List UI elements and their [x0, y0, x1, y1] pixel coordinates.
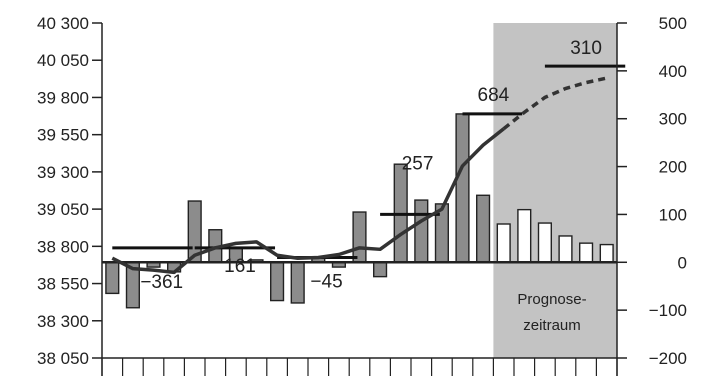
right-tick-label-1: −100 — [649, 301, 687, 320]
bar-19 — [476, 194, 491, 263]
left-tick-label-6: 39 550 — [37, 126, 89, 145]
left-tick-label-5: 39 300 — [37, 163, 89, 182]
bar-21 — [517, 208, 532, 263]
bar-20 — [496, 223, 511, 263]
bar-14 — [373, 261, 388, 278]
left-tick-label-8: 40 050 — [37, 51, 89, 70]
average-label-5: 684 — [478, 85, 510, 106]
bar-18 — [455, 113, 470, 263]
bar-9 — [270, 261, 285, 302]
bar-22 — [537, 222, 552, 263]
average-label-2: 161 — [224, 256, 256, 277]
forecast-label-line-1: Prognose- — [517, 291, 586, 308]
left-tick-label-3: 38 800 — [37, 237, 89, 256]
right-tick-label-2: 0 — [678, 253, 687, 272]
forecast-region — [493, 23, 617, 358]
right-tick-label-6: 400 — [659, 62, 687, 81]
left-tick-label-1: 38 300 — [37, 312, 89, 331]
bar-1 — [105, 261, 120, 295]
average-label-1: −361 — [140, 272, 183, 293]
average-label-4: 257 — [402, 153, 434, 174]
bar-24 — [579, 242, 594, 263]
right-tick-label-7: 500 — [659, 14, 687, 33]
bar-10 — [290, 261, 305, 304]
bar-25 — [599, 243, 614, 263]
right-tick-label-3: 100 — [659, 205, 687, 224]
index-line-layer — [111, 76, 608, 275]
labels-layer: 38 050 38 300 38 550 38 800 39 050 39 300 39 5… — [37, 14, 687, 368]
left-tick-label-9: 40 300 — [37, 14, 89, 33]
bar-23 — [558, 235, 573, 263]
right-tick-label-5: 300 — [659, 110, 687, 129]
bar-13 — [352, 211, 367, 263]
left-tick-label-2: 38 550 — [37, 275, 89, 294]
average-label-6: 310 — [570, 38, 602, 59]
left-tick-label-0: 38 050 — [37, 349, 89, 368]
average-label-3: −45 — [310, 272, 342, 293]
left-tick-label-4: 39 050 — [37, 200, 89, 219]
left-tick-label-7: 39 800 — [37, 88, 89, 107]
axes-layer — [92, 22, 627, 376]
index-line-forecast — [502, 76, 608, 131]
index-line-actual — [111, 127, 505, 275]
bar-16 — [414, 199, 429, 263]
right-tick-label-4: 200 — [659, 158, 687, 177]
forecast-label-line-2: zeitraum — [523, 317, 581, 334]
right-tick-label-0: −200 — [649, 349, 687, 368]
